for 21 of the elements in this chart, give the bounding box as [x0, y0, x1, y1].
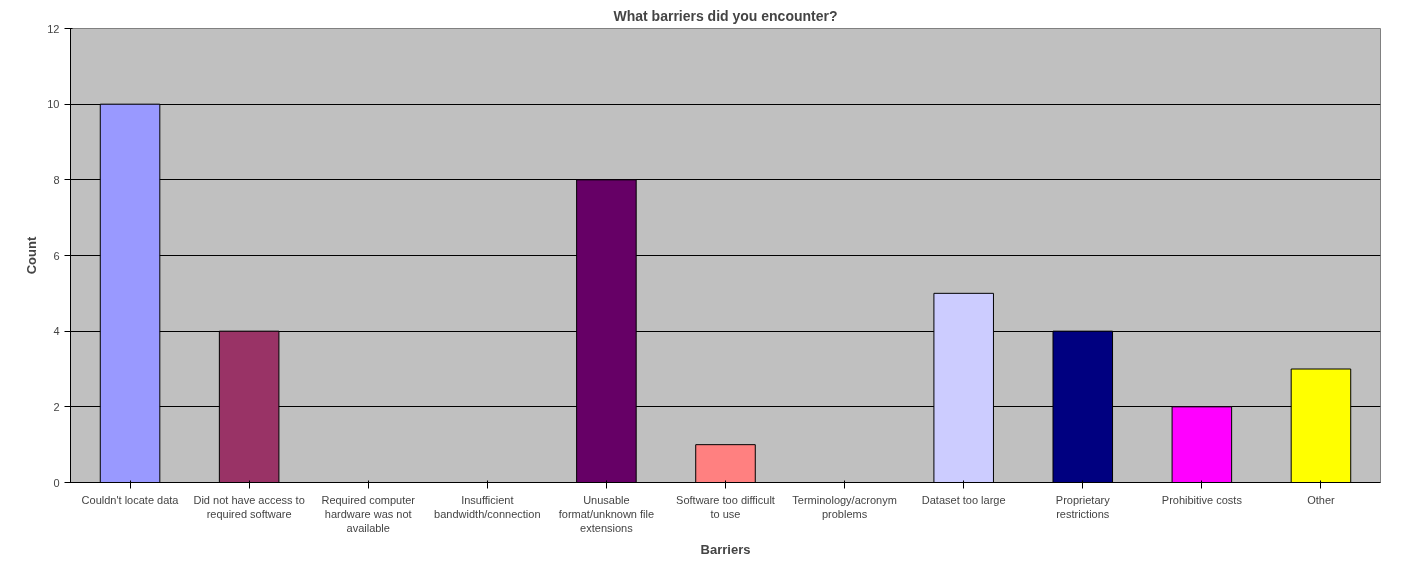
x-tick-label: Proprietary restrictions [1055, 493, 1111, 520]
y-tick-label: 12 [47, 22, 60, 35]
x-axis-title: Barriers [700, 542, 751, 558]
x-tick-label: Insufficient bandwidth/connection [434, 493, 541, 520]
y-tick-label: 4 [53, 325, 60, 338]
x-tick-label: Unusable format/unknown file extensions [558, 493, 655, 535]
y-tick-label: 10 [47, 98, 60, 111]
y-axis-title: Count [24, 236, 40, 275]
y-tick-label: 2 [53, 400, 60, 413]
x-tick-label: Dataset too large [921, 493, 1006, 506]
y-tick-label: 0 [53, 476, 60, 489]
chart-title: What barriers did you encounter? [613, 7, 838, 24]
x-tick-label: Other [1307, 493, 1336, 506]
y-tick-label: 8 [53, 173, 60, 186]
x-tick-label: Did not have access to required software [193, 493, 305, 520]
x-tick-label: Terminology/acronym problems [792, 493, 897, 520]
y-tick-label: 6 [53, 249, 60, 262]
x-tick-label: Couldn't locate data [81, 493, 180, 506]
x-tick-label: Software too difficult to use [676, 493, 775, 520]
x-tick-label: Required computer hardware was not available [321, 493, 416, 535]
x-tick-label: Prohibitive costs [1161, 493, 1243, 506]
